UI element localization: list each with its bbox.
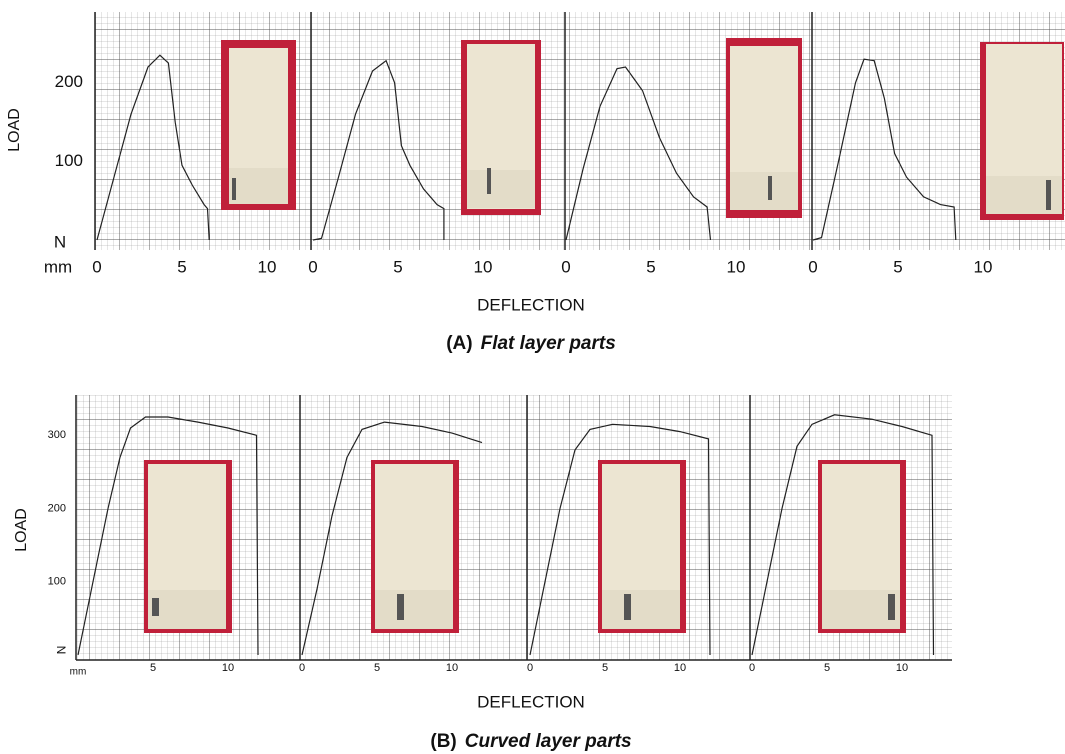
photo	[371, 460, 459, 633]
photo	[221, 40, 296, 210]
load-curve	[96, 54, 210, 241]
x-tick-label: 5	[150, 662, 156, 674]
x-axis-title: DEFLECTION	[477, 295, 585, 314]
y-unit: N	[54, 646, 68, 655]
x-tick-label: 0	[92, 257, 101, 276]
y-axis-title: LOAD	[13, 508, 30, 552]
y-tick-label: 200	[55, 72, 83, 91]
load-curve	[312, 59, 445, 241]
load-curve	[565, 66, 712, 241]
x-tick-label: 10	[974, 257, 993, 276]
photo	[818, 460, 906, 633]
x-tick-label: 10	[222, 662, 234, 674]
x-tick-label: 5	[646, 257, 655, 276]
load-curve	[812, 58, 957, 241]
x-tick-label: 5	[374, 662, 380, 674]
y-tick-label: 200	[48, 502, 66, 514]
photo	[980, 42, 1064, 220]
x-axis-title: DEFLECTION	[477, 692, 585, 711]
y-axis-title: LOAD	[6, 108, 23, 152]
panel-title: Curved layer parts	[465, 731, 632, 752]
photo	[144, 460, 232, 633]
x-tick-label: 0	[527, 662, 533, 674]
photo	[726, 38, 802, 218]
photo	[598, 460, 686, 633]
panel-title: Flat layer parts	[481, 333, 616, 354]
x-tick-label: 0	[299, 662, 305, 674]
specimen-photos	[144, 38, 1064, 633]
panel-caption: (A) Flat layer parts	[446, 333, 616, 354]
x-unit: mm	[70, 667, 87, 678]
x-tick-label: 5	[177, 257, 186, 276]
x-tick-label: 10	[446, 662, 458, 674]
x-tick-label: 5	[393, 257, 402, 276]
x-tick-label: 0	[749, 662, 755, 674]
x-tick-label: 10	[727, 257, 746, 276]
panel-label: (B)	[430, 731, 456, 752]
load-curve	[529, 423, 711, 656]
panel-label: (A)	[446, 333, 472, 354]
x-tick-label: 10	[474, 257, 493, 276]
y-tick-label: 100	[55, 151, 83, 170]
x-tick-label: 10	[896, 662, 908, 674]
load-curve	[751, 414, 935, 656]
x-tick-label: 0	[561, 257, 570, 276]
x-tick-label: 10	[674, 662, 686, 674]
panel-caption: (B) Curved layer parts	[430, 731, 631, 752]
curves	[77, 54, 957, 656]
y-tick-label: 300	[48, 429, 66, 441]
x-tick-label: 5	[824, 662, 830, 674]
x-tick-label: 5	[893, 257, 902, 276]
x-tick-label: 0	[808, 257, 817, 276]
load-curve	[77, 416, 259, 656]
x-tick-label: 5	[602, 662, 608, 674]
photo	[461, 40, 541, 215]
x-unit: mm	[44, 257, 72, 276]
y-tick-label: 100	[48, 576, 66, 588]
load-curve	[301, 421, 483, 656]
x-tick-label: 0	[308, 257, 317, 276]
x-tick-label: 10	[258, 257, 277, 276]
y-unit: N	[54, 232, 66, 251]
